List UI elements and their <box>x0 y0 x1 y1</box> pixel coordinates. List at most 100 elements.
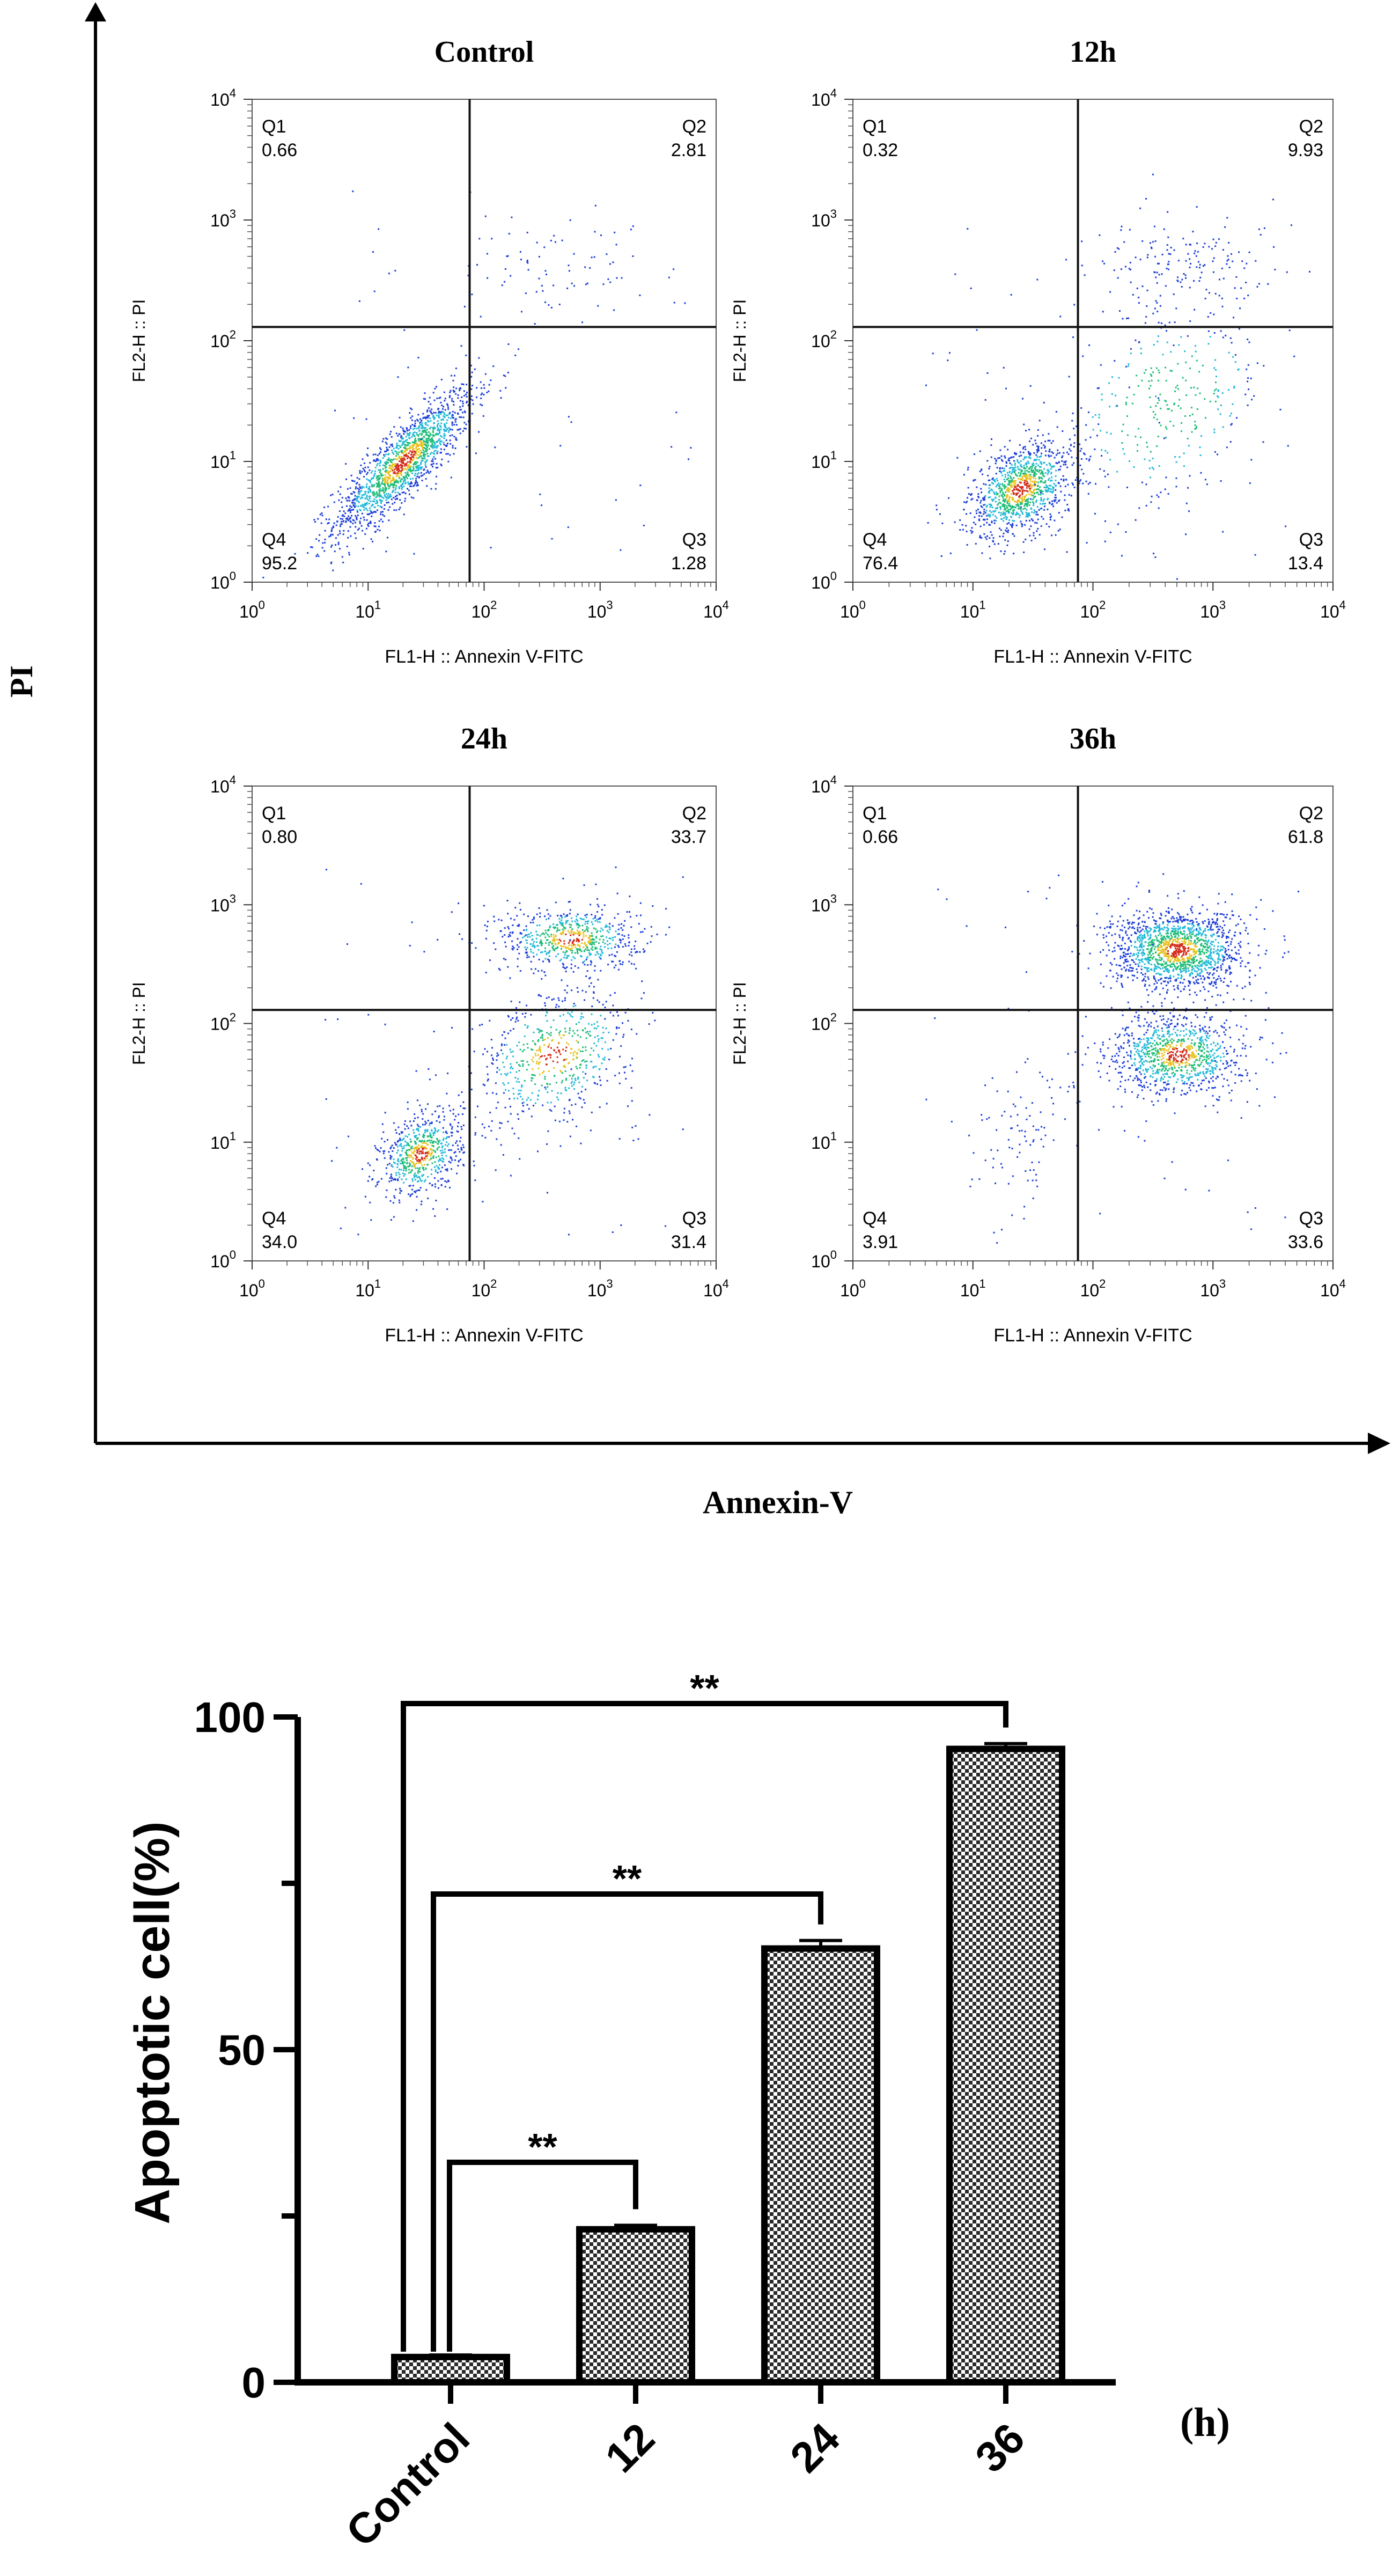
bar-y-axis-label: Apoptotic cell(%) <box>125 1821 180 2224</box>
quadrant-q1-value: 0.32 <box>863 140 898 160</box>
quadrant-q1-value: 0.66 <box>863 827 898 847</box>
apoptotic-bar-chart: ** ** ** Control 12 24 36 0 50 100 Apoptotic ce… <box>125 1667 1230 2556</box>
bar-y-tick-label: 50 <box>218 2026 266 2074</box>
quadrant-q2-label: Q2 <box>682 116 706 137</box>
quadrant-q2-value: 2.81 <box>671 140 706 160</box>
x-tick-label: 102 <box>472 598 497 621</box>
plot-frame <box>852 99 1334 583</box>
quadrant-q2-label: Q2 <box>682 803 706 824</box>
quadrant-q1-label: Q1 <box>262 116 286 137</box>
quadrant-q3-label: Q3 <box>1299 530 1323 550</box>
panel-title: 12h <box>1070 35 1116 69</box>
x-tick-label: 100 <box>239 598 265 621</box>
y-tick-label: 101 <box>210 449 236 472</box>
quadrant-q1-label: Q1 <box>262 803 286 824</box>
quadrant-q4-label: Q4 <box>863 1208 887 1229</box>
y-tick-label: 103 <box>811 207 837 230</box>
y-tick-label: 101 <box>210 1129 236 1153</box>
panel-y-axis-label: FL2-H :: PI <box>129 299 149 383</box>
quadrant-q2-value: 9.93 <box>1288 140 1323 160</box>
x-tick-label: 101 <box>355 1277 381 1300</box>
significance-bracket <box>447 2160 638 2352</box>
bar-control <box>391 2353 510 2386</box>
panel-title: Control <box>434 35 534 69</box>
panel-y-axis-label: FL2-H :: PI <box>730 299 749 383</box>
quadrant-q2-value: 61.8 <box>1288 827 1323 847</box>
x-tick-label: 101 <box>355 598 381 621</box>
quadrant-q3-label: Q3 <box>1299 1208 1323 1229</box>
x-tick-label: 101 <box>960 1277 986 1300</box>
y-tick-label: 100 <box>811 1248 837 1271</box>
outer-y-label: PI <box>4 665 39 698</box>
x-tick-label: 103 <box>587 1277 613 1300</box>
y-tick-label: 100 <box>811 569 837 592</box>
panel-x-axis-label: FL1-H :: Annexin V-FITC <box>385 1325 583 1346</box>
x-tick-label: 100 <box>840 598 866 621</box>
y-tick-label: 102 <box>811 1011 837 1034</box>
event-dots <box>262 190 692 578</box>
quadrant-q4-label: Q4 <box>262 1208 286 1229</box>
x-tick-label: 103 <box>587 598 613 621</box>
bar-36 <box>946 1745 1065 2386</box>
x-tick-label: 100 <box>840 1277 866 1300</box>
bar-category-label: 12 <box>596 2414 664 2482</box>
x-tick-label: 103 <box>1200 598 1226 621</box>
y-tick-label: 103 <box>811 892 837 915</box>
panel-title: 36h <box>1070 722 1116 755</box>
panel-title: 24h <box>461 722 507 755</box>
panel-x-axis-label: FL1-H :: Annexin V-FITC <box>993 1325 1192 1346</box>
quadrant-q4-value: 95.2 <box>262 553 297 574</box>
bar-marks: Control 12 24 36 <box>337 1742 1065 2556</box>
quadrant-q4-value: 3.91 <box>863 1232 898 1252</box>
x-tick-label: 104 <box>1320 1277 1346 1300</box>
x-tick-label: 104 <box>1320 598 1346 621</box>
bar-x-unit-label: (h) <box>1180 2400 1230 2445</box>
y-tick-label: 104 <box>811 773 837 796</box>
bar-24 <box>761 1945 880 2386</box>
panel-y-axis-label: FL2-H :: PI <box>129 982 149 1065</box>
quadrant-q1-value: 0.66 <box>262 140 297 160</box>
panel-y-axis-label: FL2-H :: PI <box>730 982 749 1065</box>
quadrant-q1-label: Q1 <box>863 116 887 137</box>
quadrant-q3-label: Q3 <box>682 530 706 550</box>
y-tick-label: 102 <box>210 328 236 351</box>
plot-frame <box>252 786 717 1261</box>
y-tick-label: 101 <box>811 449 837 472</box>
significance-bracket <box>431 1891 823 2352</box>
quadrant-q1-label: Q1 <box>863 803 887 824</box>
bar-y-tick-label: 100 <box>194 1693 266 1741</box>
significance-label: ** <box>613 1858 642 1899</box>
x-tick-label: 102 <box>1080 1277 1106 1300</box>
quadrant-q3-value: 33.6 <box>1288 1232 1323 1252</box>
plot-frame <box>852 786 1334 1261</box>
quadrant-q2-value: 33.7 <box>671 827 706 847</box>
event-dots <box>325 866 684 1236</box>
bar-axes: 0 50 100 <box>194 1693 1116 2406</box>
quadrant-q2-label: Q2 <box>1299 116 1323 137</box>
x-tick-label: 104 <box>703 598 729 621</box>
outer-x-label: Annexin-V <box>703 1485 853 1520</box>
y-tick-label: 100 <box>210 1248 236 1271</box>
y-tick-label: 101 <box>811 1129 837 1153</box>
quadrant-q3-value: 13.4 <box>1288 553 1323 574</box>
significance-brackets: ** ** ** <box>401 1667 1008 2352</box>
quadrant-q4-label: Q4 <box>863 530 887 550</box>
significance-label: ** <box>690 1667 719 1709</box>
bar-category-label: 24 <box>781 2414 849 2482</box>
x-tick-label: 100 <box>239 1277 265 1300</box>
quadrant-q4-value: 76.4 <box>863 553 898 574</box>
panel-x-axis-label: FL1-H :: Annexin V-FITC <box>993 647 1192 667</box>
bar-category-label: 36 <box>966 2414 1034 2482</box>
outer-axes: PI Annexin-V <box>4 2 1390 1520</box>
y-tick-label: 102 <box>210 1011 236 1034</box>
bar-12 <box>576 2226 695 2386</box>
quadrant-q3-value: 1.28 <box>671 553 706 574</box>
flow-cytometry-panels: ControlQ10.66Q22.81Q31.28Q495.2100100101… <box>129 35 1346 1346</box>
event-dots <box>925 173 1310 580</box>
quadrant-q3-label: Q3 <box>682 1208 706 1229</box>
